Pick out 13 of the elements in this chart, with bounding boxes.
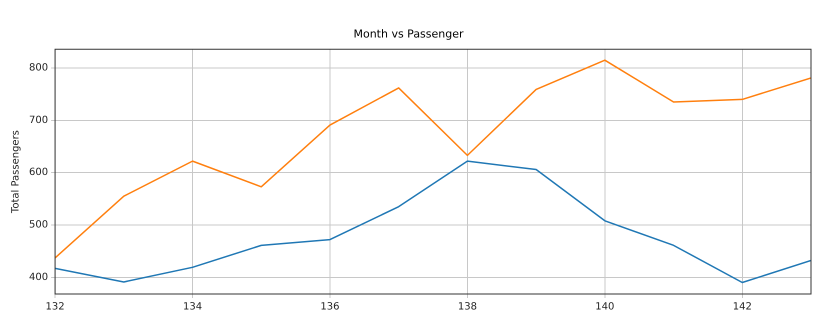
y-tick-label: 700 — [28, 114, 48, 126]
x-tick-label: 134 — [182, 302, 202, 313]
y-axis-title: Total Passengers — [10, 130, 22, 214]
x-tick-label: 142 — [732, 302, 752, 313]
y-tick-label: 500 — [28, 220, 48, 231]
x-tick-label: 132 — [46, 302, 65, 313]
x-tick-label: 138 — [458, 302, 477, 313]
chart-title: Month vs Passenger — [353, 27, 464, 40]
y-tick-label: 600 — [28, 167, 48, 178]
y-tick-label: 400 — [28, 272, 48, 283]
x-tick-label: 136 — [320, 302, 340, 313]
x-tick-label: 140 — [595, 302, 614, 313]
y-tick-label: 800 — [28, 62, 48, 74]
